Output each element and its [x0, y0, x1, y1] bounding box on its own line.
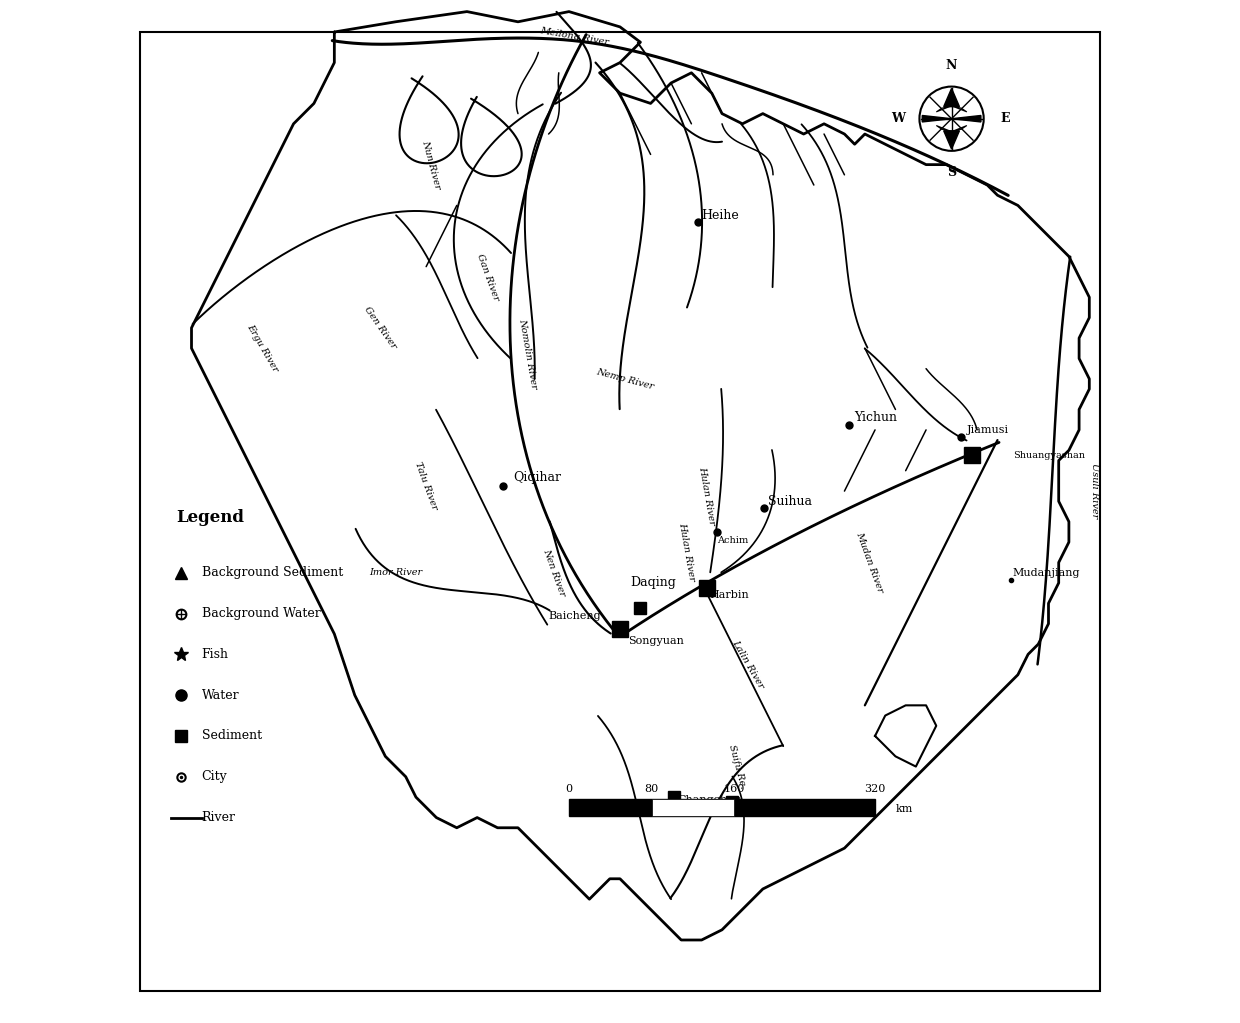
Text: Suifu Re.: Suifu Re.	[727, 744, 748, 790]
Text: S: S	[947, 166, 956, 179]
Text: Suihua: Suihua	[768, 495, 812, 507]
Text: Gan River: Gan River	[475, 252, 500, 302]
Text: City: City	[202, 770, 227, 784]
Polygon shape	[923, 116, 951, 122]
Text: Fish: Fish	[202, 648, 228, 661]
Text: Shuangyashan: Shuangyashan	[1013, 451, 1085, 460]
Text: Nomolin River: Nomolin River	[517, 317, 539, 390]
Bar	[652, 799, 734, 815]
Text: Mudanjiang: Mudanjiang	[1013, 568, 1080, 578]
Text: km: km	[895, 804, 913, 814]
Text: Lalin River: Lalin River	[730, 638, 765, 691]
Text: Qiqihar: Qiqihar	[513, 472, 560, 484]
Text: Nemp River: Nemp River	[595, 367, 655, 391]
Text: River: River	[202, 811, 236, 825]
Bar	[569, 799, 875, 815]
Text: 80: 80	[645, 784, 658, 794]
Text: Legend: Legend	[176, 508, 244, 526]
Text: Nun River: Nun River	[420, 139, 443, 190]
Text: Meilong River: Meilong River	[539, 27, 609, 48]
Text: Heihe: Heihe	[702, 209, 739, 222]
Text: Mudan River: Mudan River	[854, 531, 885, 594]
Text: Changchun: Changchun	[677, 795, 742, 805]
Polygon shape	[944, 131, 960, 149]
Text: 320: 320	[864, 784, 885, 794]
Text: Daqing: Daqing	[630, 576, 676, 589]
Text: Baicheng: Baicheng	[548, 611, 601, 621]
Text: W: W	[892, 113, 905, 125]
Text: Hulan River: Hulan River	[677, 522, 696, 582]
Text: N: N	[946, 58, 957, 72]
Text: Background Water: Background Water	[202, 607, 320, 620]
Text: Water: Water	[202, 688, 239, 702]
Text: Songyuan: Songyuan	[629, 636, 684, 647]
Text: 160: 160	[724, 784, 745, 794]
Polygon shape	[951, 116, 981, 122]
Text: 0: 0	[565, 784, 573, 794]
Text: Sediment: Sediment	[202, 729, 262, 743]
Text: Jilin: Jilin	[739, 805, 763, 815]
Text: Hulan River: Hulan River	[697, 466, 717, 526]
Text: Talu River: Talu River	[413, 460, 439, 512]
Text: Imor River: Imor River	[370, 568, 422, 577]
Polygon shape	[944, 88, 960, 106]
Text: Nen River: Nen River	[541, 547, 567, 597]
Text: Achim: Achim	[717, 536, 748, 544]
Text: Harbin: Harbin	[709, 590, 749, 601]
Text: Ergu River: Ergu River	[246, 322, 280, 373]
Text: Jiamusi: Jiamusi	[967, 425, 1009, 435]
Text: Gen River: Gen River	[362, 305, 398, 351]
Text: E: E	[1001, 113, 1009, 125]
Text: Yichun: Yichun	[854, 411, 898, 425]
Text: Background Sediment: Background Sediment	[202, 566, 343, 579]
Text: Usuli River: Usuli River	[1090, 463, 1099, 519]
